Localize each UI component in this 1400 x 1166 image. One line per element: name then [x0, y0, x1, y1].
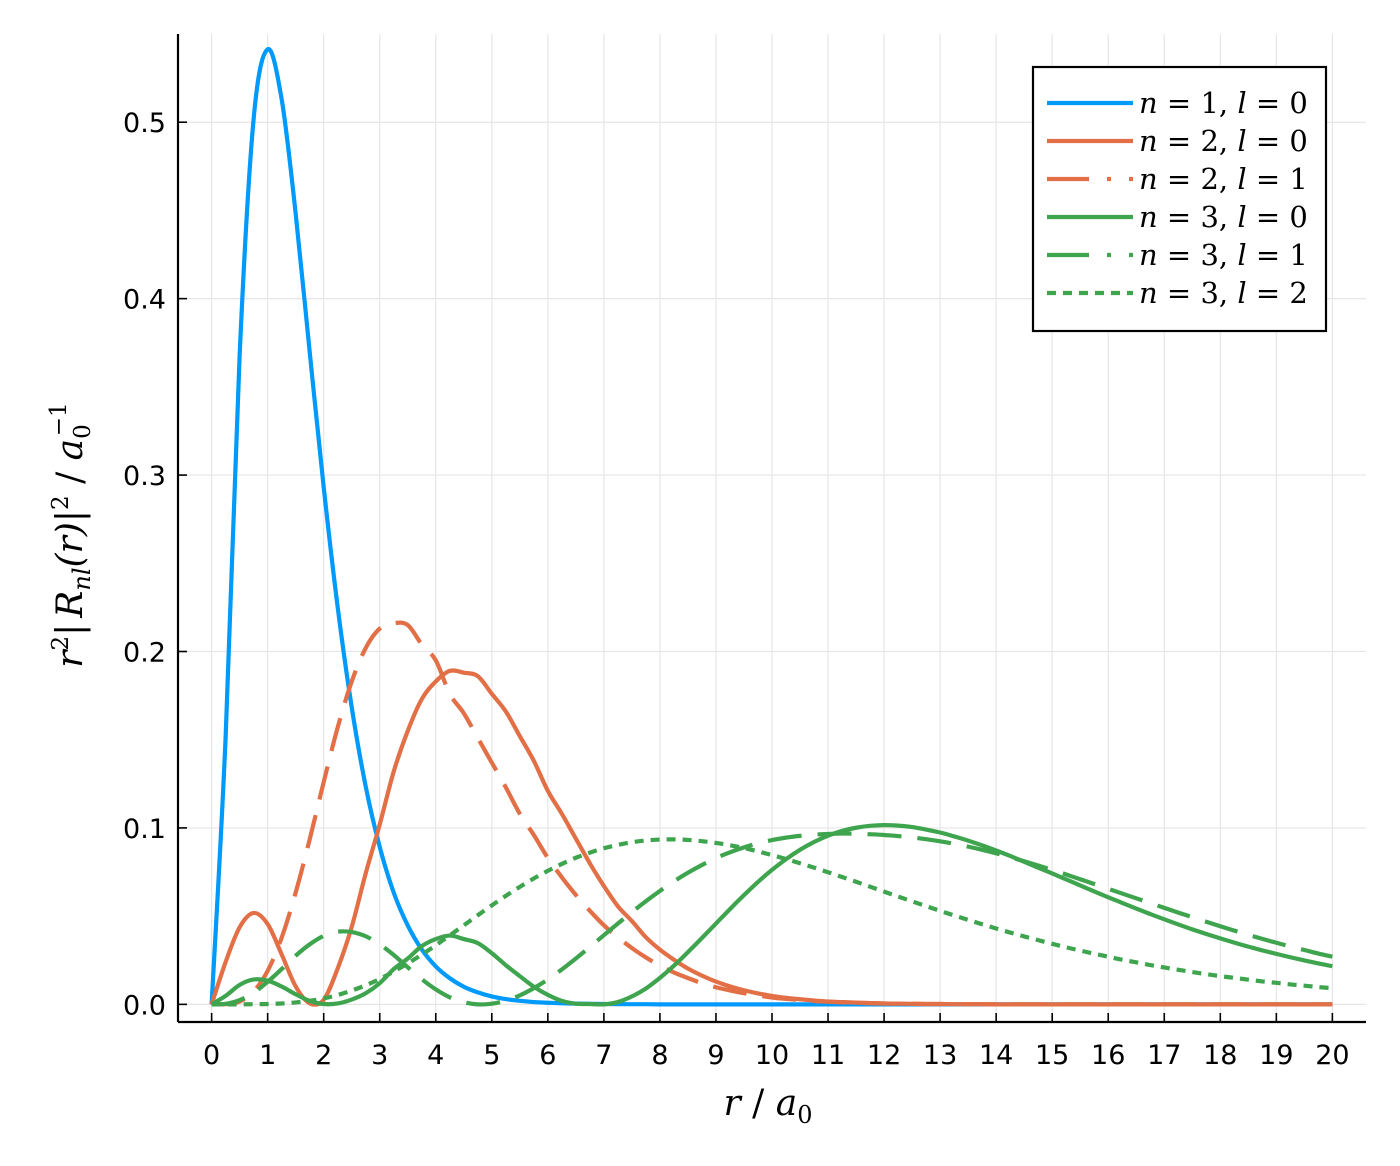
- series-line-4: [210, 823, 1333, 1007]
- x-tick-label: 13: [923, 1040, 957, 1071]
- series-group: [209, 47, 1333, 1007]
- x-tick-label: 5: [483, 1040, 500, 1071]
- legend-label: n = 2, l = 1: [1139, 162, 1308, 196]
- y-axis-label: r2|Rnl(r)|2 / a0−1: [46, 402, 96, 667]
- x-tick-label: 8: [651, 1040, 668, 1071]
- x-label-sep: /: [741, 1083, 776, 1124]
- legend-label: n = 1, l = 0: [1139, 86, 1308, 120]
- x-tick-label: 11: [811, 1040, 845, 1071]
- x-tick-label: 16: [1091, 1040, 1125, 1071]
- x-tick-label: 3: [371, 1040, 388, 1071]
- x-tick-label: 1: [259, 1040, 276, 1071]
- series-line-3: [211, 620, 1333, 1007]
- axes: [176, 34, 1366, 1024]
- legend-label: n = 3, l = 1: [1139, 238, 1308, 272]
- x-tick-label: 0: [203, 1040, 220, 1071]
- y-tick-label: 0.5: [123, 108, 166, 139]
- x-tick-label: 7: [595, 1040, 612, 1071]
- x-tick-label: 2: [315, 1040, 332, 1071]
- legend-label: n = 2, l = 0: [1139, 124, 1308, 158]
- y-tick-label: 0.0: [123, 990, 166, 1021]
- x-tick-label: 17: [1147, 1040, 1181, 1071]
- x-tick-label: 18: [1203, 1040, 1237, 1071]
- x-label-sub: 0: [797, 1101, 812, 1129]
- x-tick-label: 10: [755, 1040, 789, 1071]
- legend-label: n = 3, l = 0: [1139, 200, 1308, 234]
- legend: n = 1, l = 0 n = 2, l = 0 n = 2, l = 1 n = …: [1031, 65, 1328, 333]
- x-tick-label: 6: [539, 1040, 556, 1071]
- x-tick-label: 20: [1315, 1040, 1349, 1071]
- x-label-var: r: [724, 1083, 743, 1124]
- x-tick-label: 19: [1259, 1040, 1293, 1071]
- y-tick-label: 0.2: [123, 638, 166, 669]
- y-tick-label: 0.1: [123, 814, 166, 845]
- x-label-unit: a: [776, 1083, 797, 1124]
- x-tick-label: 9: [707, 1040, 724, 1071]
- series-line-5: [211, 831, 1333, 1007]
- x-tick-label: 12: [867, 1040, 901, 1071]
- y-tick-label: 0.3: [123, 461, 166, 492]
- x-tick-label: 4: [427, 1040, 444, 1071]
- x-axis-label: r / a0: [724, 1083, 813, 1129]
- series-line-6: [211, 837, 1333, 1007]
- legend-box: [1031, 65, 1328, 333]
- legend-label: n = 3, l = 2: [1139, 276, 1308, 310]
- tick-labels: 0 1 2 3 4 5 6 7 8 9 10 11 12 13 14 15 16 17 18 19 200.00.10.…: [123, 108, 1350, 1071]
- y-tick-label: 0.4: [123, 285, 166, 316]
- x-tick-label: 14: [979, 1040, 1013, 1071]
- x-tick-label: 15: [1035, 1040, 1069, 1071]
